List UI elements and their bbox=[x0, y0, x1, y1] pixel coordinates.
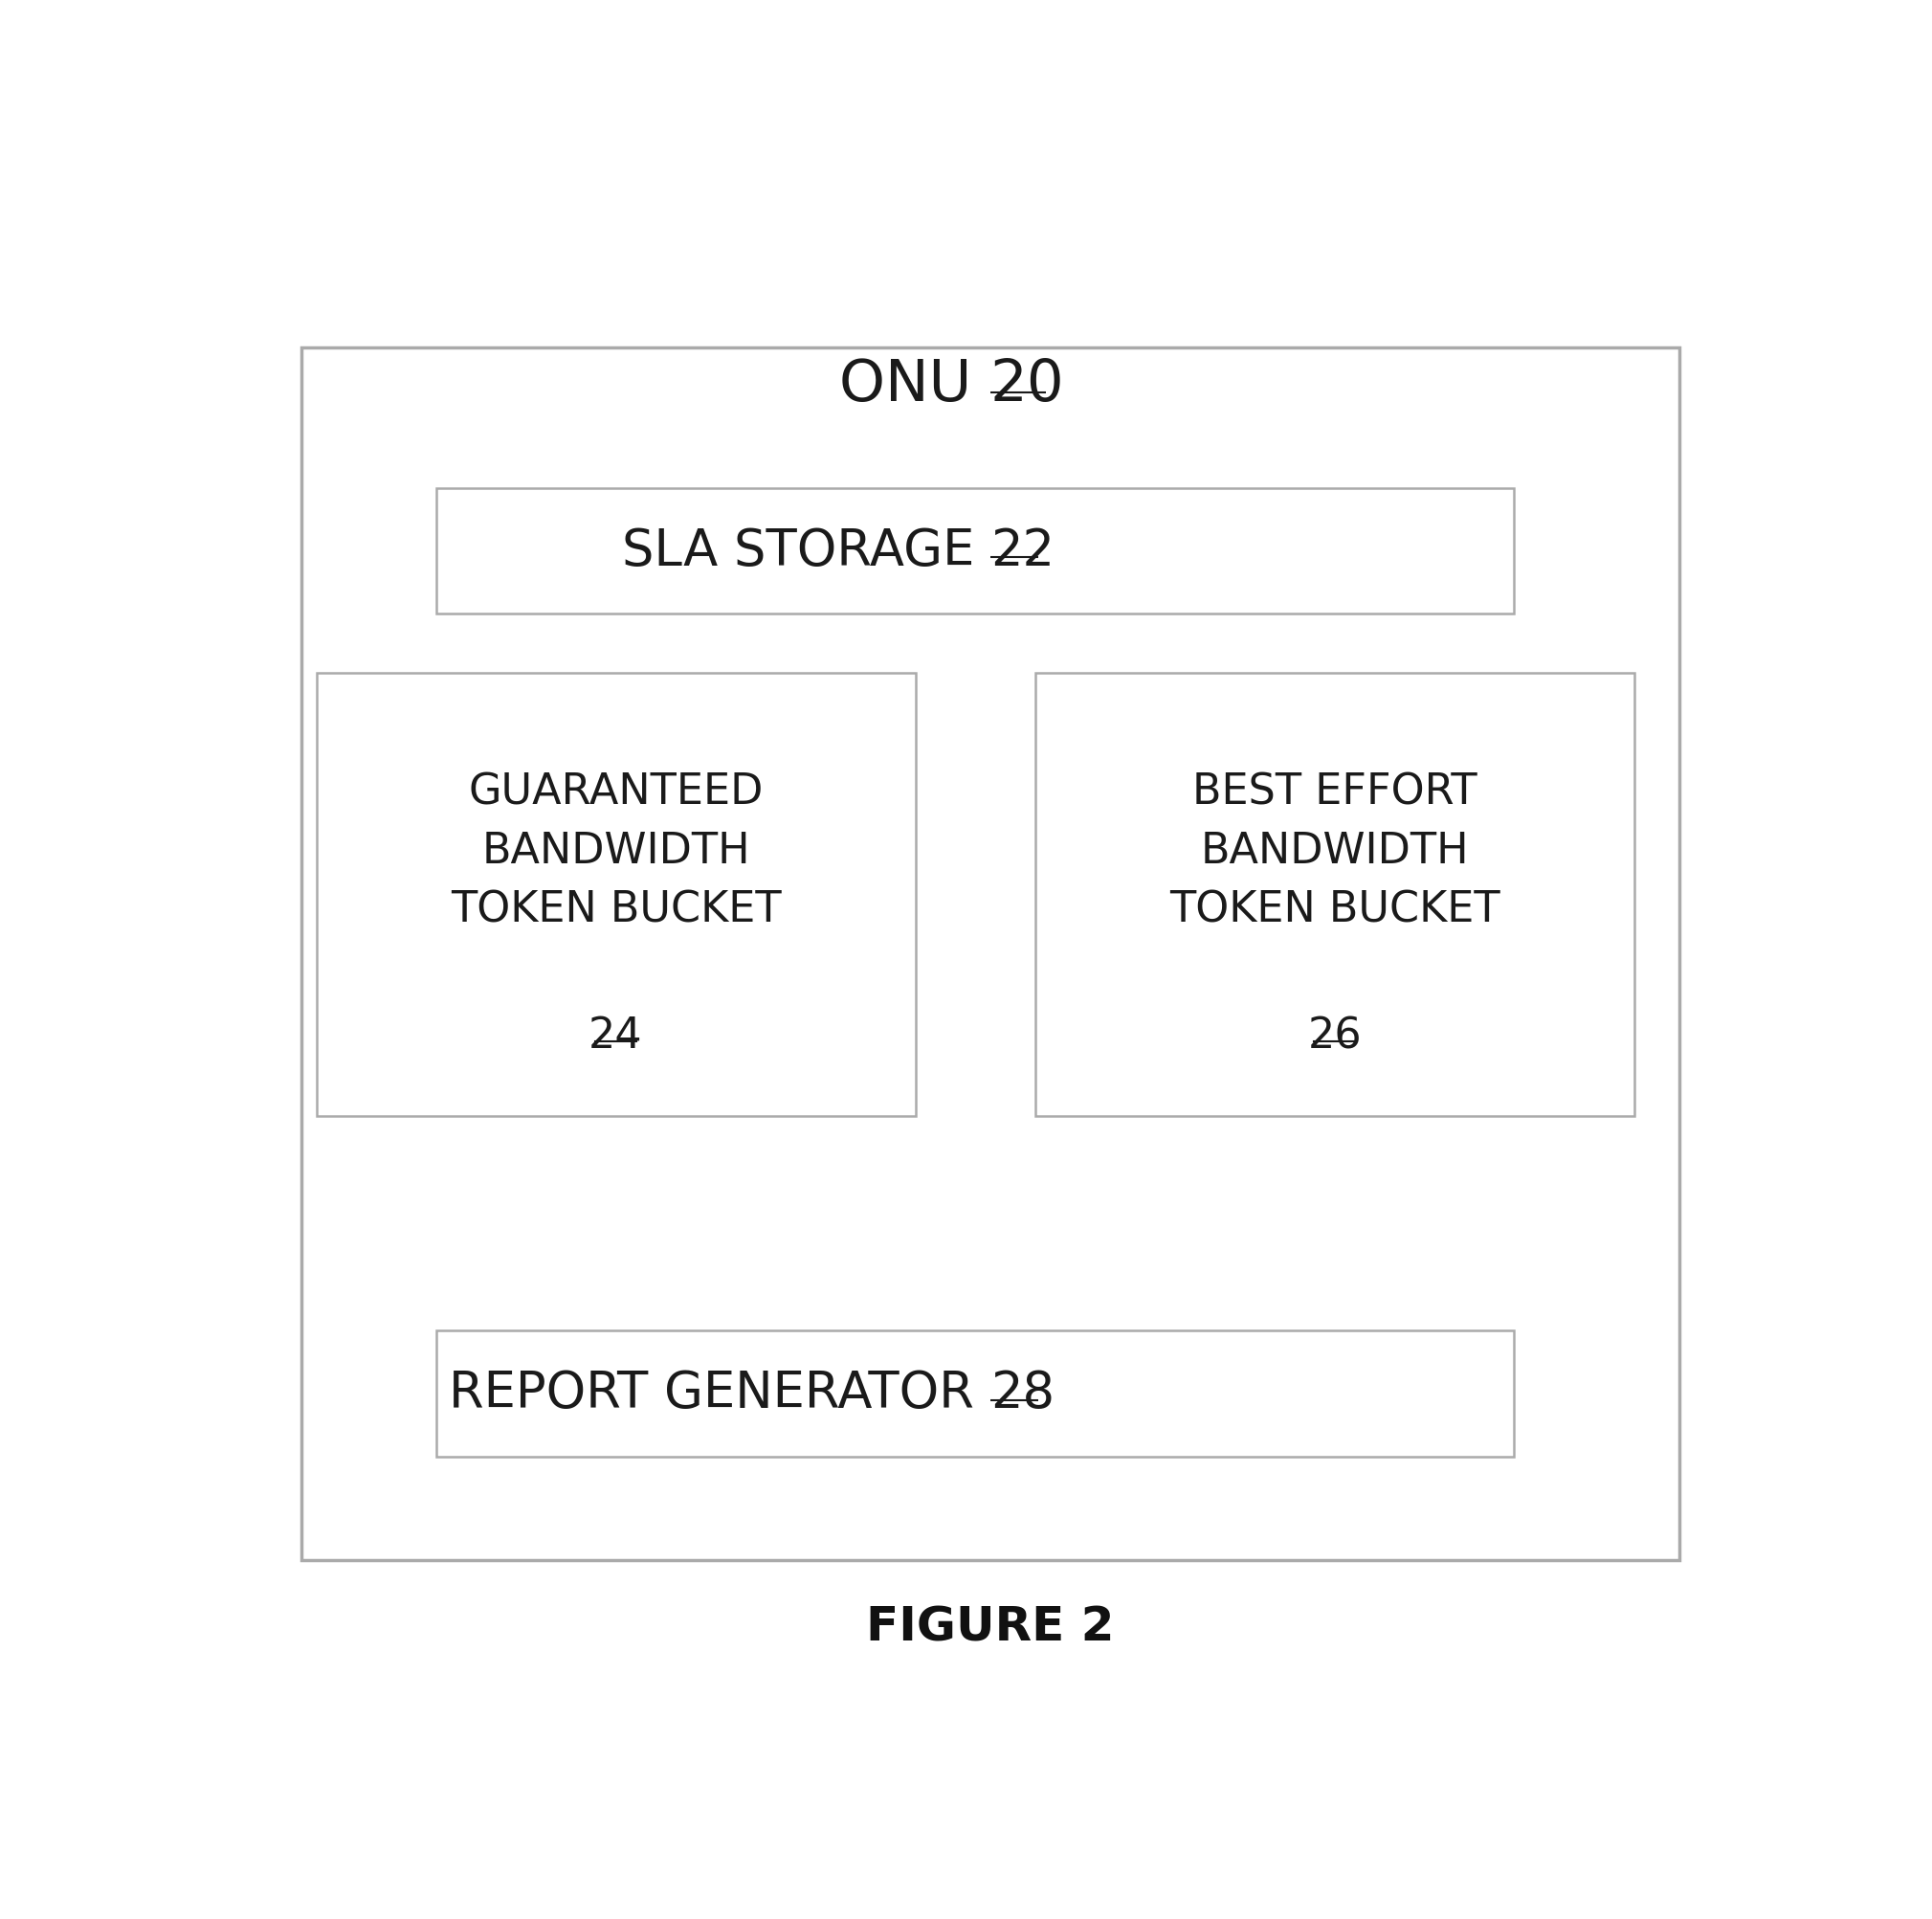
FancyBboxPatch shape bbox=[1036, 674, 1634, 1117]
Text: 26: 26 bbox=[1308, 1015, 1362, 1055]
Text: 22: 22 bbox=[991, 526, 1055, 576]
Text: FIGURE 2: FIGURE 2 bbox=[866, 1604, 1115, 1650]
Text: SLA STORAGE: SLA STORAGE bbox=[622, 526, 991, 576]
FancyBboxPatch shape bbox=[437, 1332, 1515, 1457]
Text: 28: 28 bbox=[991, 1368, 1055, 1418]
Text: BEST EFFORT
BANDWIDTH
TOKEN BUCKET: BEST EFFORT BANDWIDTH TOKEN BUCKET bbox=[1169, 771, 1499, 931]
Text: 20: 20 bbox=[991, 357, 1065, 415]
Text: ONU: ONU bbox=[838, 357, 991, 415]
FancyBboxPatch shape bbox=[317, 674, 916, 1117]
Text: GUARANTEED
BANDWIDTH
TOKEN BUCKET: GUARANTEED BANDWIDTH TOKEN BUCKET bbox=[450, 771, 781, 931]
Text: REPORT GENERATOR: REPORT GENERATOR bbox=[448, 1368, 991, 1418]
Text: 24: 24 bbox=[589, 1015, 643, 1055]
FancyBboxPatch shape bbox=[437, 489, 1515, 614]
FancyBboxPatch shape bbox=[301, 349, 1679, 1560]
